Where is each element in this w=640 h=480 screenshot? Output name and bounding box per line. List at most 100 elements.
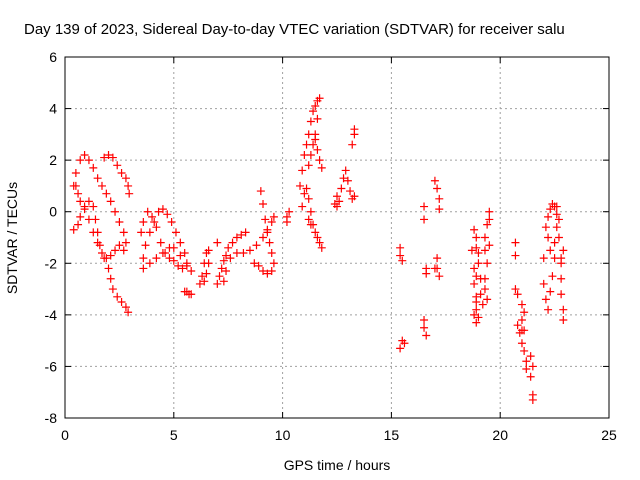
data-point [285, 207, 294, 216]
data-point [528, 362, 537, 371]
data-point [315, 94, 324, 103]
data-point [222, 251, 231, 260]
data-point [472, 272, 481, 281]
series-arc-19 [420, 202, 431, 278]
data-point [139, 218, 148, 227]
data-point [143, 207, 152, 216]
series-arc-14 [330, 166, 359, 211]
data-point [76, 197, 85, 206]
data-point [552, 223, 561, 232]
data-point [420, 323, 429, 332]
data-point [315, 238, 324, 247]
data-point [269, 259, 278, 268]
data-point [544, 212, 553, 221]
data-point [467, 246, 476, 255]
data-point [93, 228, 102, 237]
data-point [80, 202, 89, 211]
data-point [265, 238, 274, 247]
data-point [139, 264, 148, 273]
data-point [174, 261, 183, 270]
data-point [343, 176, 352, 185]
data-point [104, 264, 113, 273]
series-arc-18 [420, 316, 431, 340]
data-point [339, 174, 348, 183]
data-point [304, 215, 313, 224]
data-point [541, 295, 550, 304]
data-point [517, 316, 526, 325]
data-point [483, 259, 492, 268]
data-point [158, 248, 167, 257]
data-point [106, 251, 115, 260]
data-point [202, 269, 211, 278]
y-tick-label: 4 [49, 101, 57, 117]
data-point [121, 174, 130, 183]
data-point [520, 308, 529, 317]
series-arc-12 [311, 135, 326, 172]
series-arc-23 [480, 207, 494, 304]
data-point [254, 261, 263, 270]
data-point [198, 272, 207, 281]
data-point [435, 194, 444, 203]
data-point [267, 248, 276, 257]
data-point [544, 233, 553, 242]
data-point [480, 274, 489, 283]
data-point [84, 156, 93, 165]
data-point [237, 230, 246, 239]
data-point [259, 199, 268, 208]
data-point [526, 372, 535, 381]
data-point [350, 125, 359, 134]
data-point [226, 254, 235, 263]
data-point [124, 181, 133, 190]
data-point [74, 189, 83, 198]
data-point [125, 189, 134, 198]
series-arc-26 [526, 352, 537, 381]
data-point [139, 254, 148, 263]
series-arc-09 [250, 187, 278, 278]
data-point [539, 254, 548, 263]
axis-ticks: 0 5 10 15 20 25 -8 -6 -4 -2 0 2 4 6 [45, 49, 617, 443]
data-point [311, 135, 320, 144]
chart-title: Day 139 of 2023, Sidereal Day-to-day VTE… [24, 21, 565, 38]
data-point [282, 212, 291, 221]
data-point [348, 140, 357, 149]
data-point [311, 101, 320, 110]
x-tick-label: 15 [384, 427, 400, 443]
data-point [167, 218, 176, 227]
series-arc-03 [100, 150, 134, 198]
data-point [182, 261, 191, 270]
data-point [141, 241, 150, 250]
data-point [550, 238, 559, 247]
y-tick-label: -8 [45, 410, 58, 426]
data-point [317, 243, 326, 252]
data-point [261, 215, 270, 224]
data-point [341, 166, 350, 175]
data-point [106, 197, 115, 206]
data-point [148, 212, 157, 221]
data-point [557, 290, 566, 299]
data-point [559, 246, 568, 255]
series-arc-25 [511, 285, 531, 374]
data-point [522, 365, 531, 374]
series-arc-22 [470, 225, 481, 327]
data-point [111, 207, 120, 216]
data-point [483, 295, 492, 304]
data-point [137, 228, 146, 237]
data-point [165, 254, 174, 263]
data-point [396, 251, 405, 260]
series-arc-21 [467, 246, 487, 322]
data-point [513, 321, 522, 330]
data-point [544, 305, 553, 314]
data-point [335, 197, 344, 206]
data-point [313, 233, 322, 242]
data-point [470, 225, 479, 234]
data-point [97, 248, 106, 257]
data-point [306, 150, 315, 159]
data-point [470, 264, 479, 273]
data-point [474, 313, 483, 322]
data-point [528, 395, 537, 404]
data-point [108, 153, 117, 162]
data-point [222, 267, 231, 276]
data-point [302, 184, 311, 193]
data-point [337, 184, 346, 193]
data-point [400, 339, 409, 348]
